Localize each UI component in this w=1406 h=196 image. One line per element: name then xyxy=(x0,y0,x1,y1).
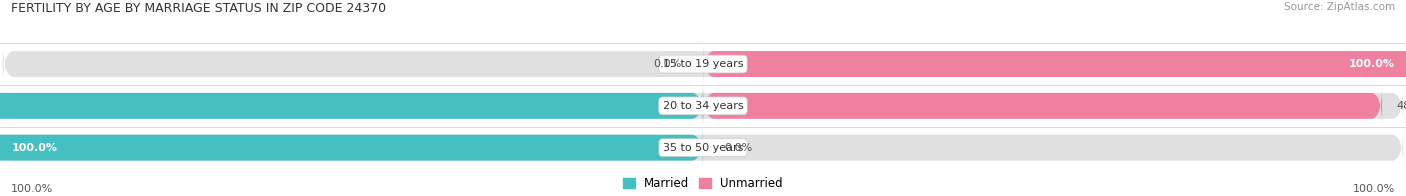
Text: FERTILITY BY AGE BY MARRIAGE STATUS IN ZIP CODE 24370: FERTILITY BY AGE BY MARRIAGE STATUS IN Z… xyxy=(11,2,387,15)
Text: 15 to 19 years: 15 to 19 years xyxy=(662,59,744,69)
Text: 20 to 34 years: 20 to 34 years xyxy=(662,101,744,111)
FancyBboxPatch shape xyxy=(703,44,1406,84)
FancyBboxPatch shape xyxy=(0,85,703,126)
Text: 100.0%: 100.0% xyxy=(11,143,58,153)
Text: 35 to 50 years: 35 to 50 years xyxy=(662,143,744,153)
FancyBboxPatch shape xyxy=(3,44,1403,84)
Text: 0.0%: 0.0% xyxy=(724,143,752,153)
Text: Source: ZipAtlas.com: Source: ZipAtlas.com xyxy=(1284,2,1395,12)
Text: 100.0%: 100.0% xyxy=(11,184,53,194)
Text: 0.0%: 0.0% xyxy=(654,59,682,69)
FancyBboxPatch shape xyxy=(703,85,1382,126)
FancyBboxPatch shape xyxy=(0,127,703,168)
FancyBboxPatch shape xyxy=(3,127,1403,168)
FancyBboxPatch shape xyxy=(3,85,1403,126)
Text: 100.0%: 100.0% xyxy=(1348,59,1395,69)
Text: 100.0%: 100.0% xyxy=(1353,184,1395,194)
Text: 48.3%: 48.3% xyxy=(1396,101,1406,111)
Legend: Married, Unmarried: Married, Unmarried xyxy=(623,177,783,190)
